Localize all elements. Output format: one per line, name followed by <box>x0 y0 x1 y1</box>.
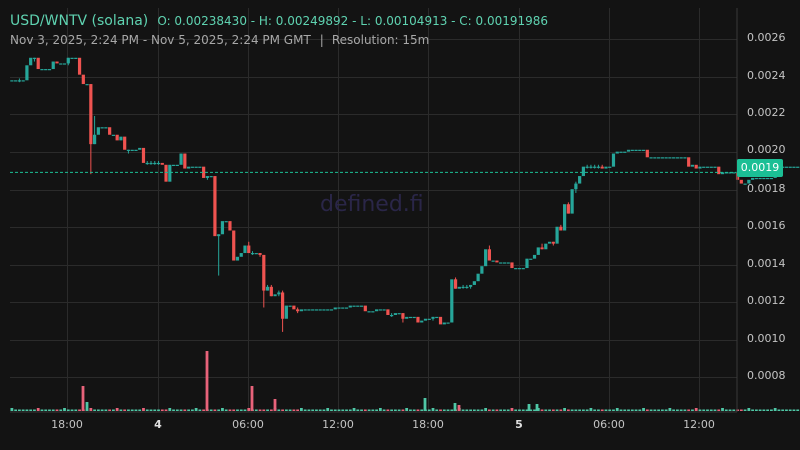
y-tick-label: 0.0016 <box>747 219 786 232</box>
resolution-label: Resolution: 15m <box>331 33 430 47</box>
x-tick-label: 18:00 <box>51 418 83 431</box>
candles <box>10 57 800 332</box>
y-tick-label: 0.0026 <box>747 31 786 44</box>
volume-bars <box>10 351 800 411</box>
x-tick-label: 06:00 <box>232 418 264 431</box>
current-price-tag: 0.0019 <box>737 159 783 177</box>
separator: | <box>319 33 324 47</box>
y-tick-label: 0.0008 <box>747 369 786 382</box>
y-tick-label: 0.0020 <box>747 143 786 156</box>
x-tick-label: 5 <box>515 418 523 431</box>
x-tick-label: 12:00 <box>322 418 354 431</box>
chart-subheader: Nov 3, 2025, 2:24 PM - Nov 5, 2025, 2:24… <box>10 33 429 47</box>
pair-title: USD/WNTV (solana) <box>10 13 149 29</box>
ohlc-values: O: 0.00238430 - H: 0.00249892 - L: 0.001… <box>157 14 549 28</box>
watermark: defined.fi <box>320 192 424 217</box>
chart-header: USD/WNTV (solana) O: 0.00238430 - H: 0.0… <box>10 10 548 29</box>
y-tick-label: 0.0022 <box>747 106 786 119</box>
date-range: Nov 3, 2025, 2:24 PM - Nov 5, 2025, 2:24… <box>10 33 311 47</box>
x-tick-label: 06:00 <box>593 418 625 431</box>
grid-lines <box>10 8 737 412</box>
y-tick-label: 0.0018 <box>747 182 786 195</box>
x-tick-label: 18:00 <box>412 418 444 431</box>
y-tick-label: 0.0014 <box>747 257 786 270</box>
y-tick-label: 0.0010 <box>747 332 786 345</box>
y-tick-label: 0.0012 <box>747 294 786 307</box>
y-tick-label: 0.0024 <box>747 69 786 82</box>
x-tick-label: 12:00 <box>683 418 715 431</box>
x-tick-label: 4 <box>154 418 162 431</box>
